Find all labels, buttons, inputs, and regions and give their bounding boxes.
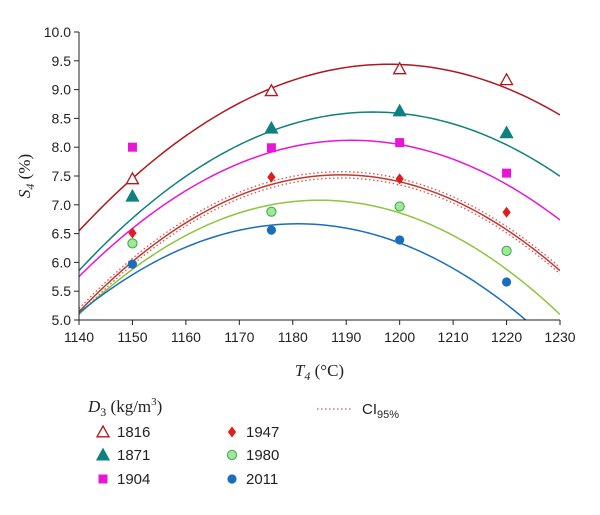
x-tick-label: 1180 xyxy=(278,329,308,345)
legend-marker-1980 xyxy=(226,449,238,461)
legend-marker-1871 xyxy=(95,447,111,461)
data-point-1904 xyxy=(266,143,276,153)
data-point-1871 xyxy=(125,188,140,202)
data-point-1980 xyxy=(394,201,405,212)
data-point-1871 xyxy=(392,103,407,117)
legend-label-1816: 1816 xyxy=(117,424,150,441)
y-tick-label: 5.0 xyxy=(52,312,72,328)
x-tick-label: 1170 xyxy=(224,329,254,345)
fit-line-1980 xyxy=(79,199,560,316)
legend-label-1980: 1980 xyxy=(246,447,279,464)
ci95-upper-line xyxy=(79,171,560,310)
legend-marker-1904 xyxy=(98,474,108,484)
x-tick-label: 1200 xyxy=(384,329,415,345)
x-axis-label: T4 (°C) xyxy=(295,361,344,383)
axes: 1140 1150 1160 1170 1180 1190 1200 1210 1220 1230… xyxy=(15,24,576,383)
fit-line-1947 xyxy=(79,174,560,313)
data-point-1980 xyxy=(127,238,138,249)
fit-line-1816 xyxy=(79,63,560,232)
data-point-1980 xyxy=(501,245,512,256)
x-tick-label: 1210 xyxy=(438,329,469,345)
legend-label-ci: CI95% xyxy=(362,401,399,421)
x-tick-label: 1220 xyxy=(491,329,522,345)
legend-label-1947: 1947 xyxy=(246,424,279,441)
data-point-1871 xyxy=(499,125,514,139)
data-point-1947 xyxy=(502,206,511,218)
data-point-2011 xyxy=(501,277,512,287)
legend-label-1904: 1904 xyxy=(117,471,150,488)
data-point-1904 xyxy=(127,142,137,152)
y-tick-label: 9.0 xyxy=(52,82,72,98)
legend-label-2011: 2011 xyxy=(246,471,278,488)
y-tick-label: 6.0 xyxy=(52,254,72,270)
data-point-1816 xyxy=(125,171,140,185)
plot-area xyxy=(79,61,560,320)
x-tick-label: 1140 xyxy=(64,329,94,345)
x-tick-label: 1160 xyxy=(171,329,201,345)
x-tick-label: 1150 xyxy=(117,329,147,345)
y-tick-label: 6.5 xyxy=(52,226,72,242)
legend: D3 (kg/m3) 1816 1871 1904 1947 1980 2011 CI95% xyxy=(87,396,399,488)
legend-marker-1816 xyxy=(95,424,111,438)
fit-line-1871 xyxy=(79,111,560,272)
x-tick-label: 1190 xyxy=(331,329,361,345)
y-tick-label: 10.0 xyxy=(44,24,71,40)
y-axis-label: S4 (%) xyxy=(15,154,37,198)
data-point-1904 xyxy=(395,138,405,148)
legend-marker-2011 xyxy=(227,474,237,484)
fit-line-2011 xyxy=(79,223,527,320)
data-point-1871 xyxy=(264,120,279,134)
fit-line-1904 xyxy=(79,139,560,278)
y-tick-label: 7.5 xyxy=(52,168,72,184)
data-point-1816 xyxy=(392,61,407,75)
y-tick-label: 8.5 xyxy=(52,110,72,126)
x-tick-label: 1230 xyxy=(544,329,575,345)
data-point-2011 xyxy=(395,235,405,245)
data-point-1947 xyxy=(395,173,404,185)
legend-title: D3 (kg/m3) xyxy=(87,396,162,419)
y-tick-label: 8.0 xyxy=(52,139,72,155)
data-point-1947 xyxy=(267,171,276,183)
y-tick-label: 5.5 xyxy=(52,283,72,299)
data-point-1904 xyxy=(502,168,512,178)
data-point-1816 xyxy=(264,83,279,97)
y-tick-label: 9.5 xyxy=(52,53,72,69)
data-point-1980 xyxy=(266,206,277,217)
data-point-2011 xyxy=(266,225,276,235)
legend-marker-1947 xyxy=(227,426,237,438)
data-point-1947 xyxy=(128,227,137,239)
y-tick-label: 7.0 xyxy=(52,197,72,213)
data-point-1816 xyxy=(499,72,514,86)
legend-label-1871: 1871 xyxy=(117,447,150,464)
data-point-2011 xyxy=(127,259,138,269)
